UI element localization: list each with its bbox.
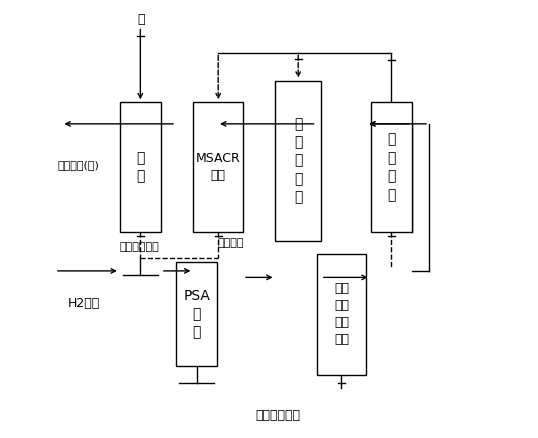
Text: PSA
提
氢: PSA 提 氢 [183, 289, 210, 339]
Text: 有机
胺吸
收脱
硫碳: 有机 胺吸 收脱 硫碳 [334, 282, 349, 346]
Text: 水: 水 [138, 13, 145, 26]
Text: 原料甲醇(液): 原料甲醇(液) [57, 160, 99, 170]
Text: H2产品: H2产品 [68, 297, 100, 310]
Text: 有机胺吸收剂: 有机胺吸收剂 [255, 409, 300, 422]
Text: 冷热交换: 冷热交换 [217, 238, 244, 248]
Text: MSACR
转化: MSACR 转化 [196, 152, 240, 182]
Text: 解析气作燃料: 解析气作燃料 [120, 242, 160, 252]
Bar [371, 102, 412, 232]
Text: 换
热
冷
却: 换 热 冷 却 [387, 133, 395, 202]
Bar [316, 254, 366, 374]
Bar [176, 262, 217, 366]
Text: 汽
化: 汽 化 [136, 151, 145, 184]
Text: 中
低
温
变
换: 中 低 温 变 换 [294, 117, 302, 205]
Bar [120, 102, 161, 232]
Bar [193, 102, 243, 232]
Bar [275, 81, 321, 240]
